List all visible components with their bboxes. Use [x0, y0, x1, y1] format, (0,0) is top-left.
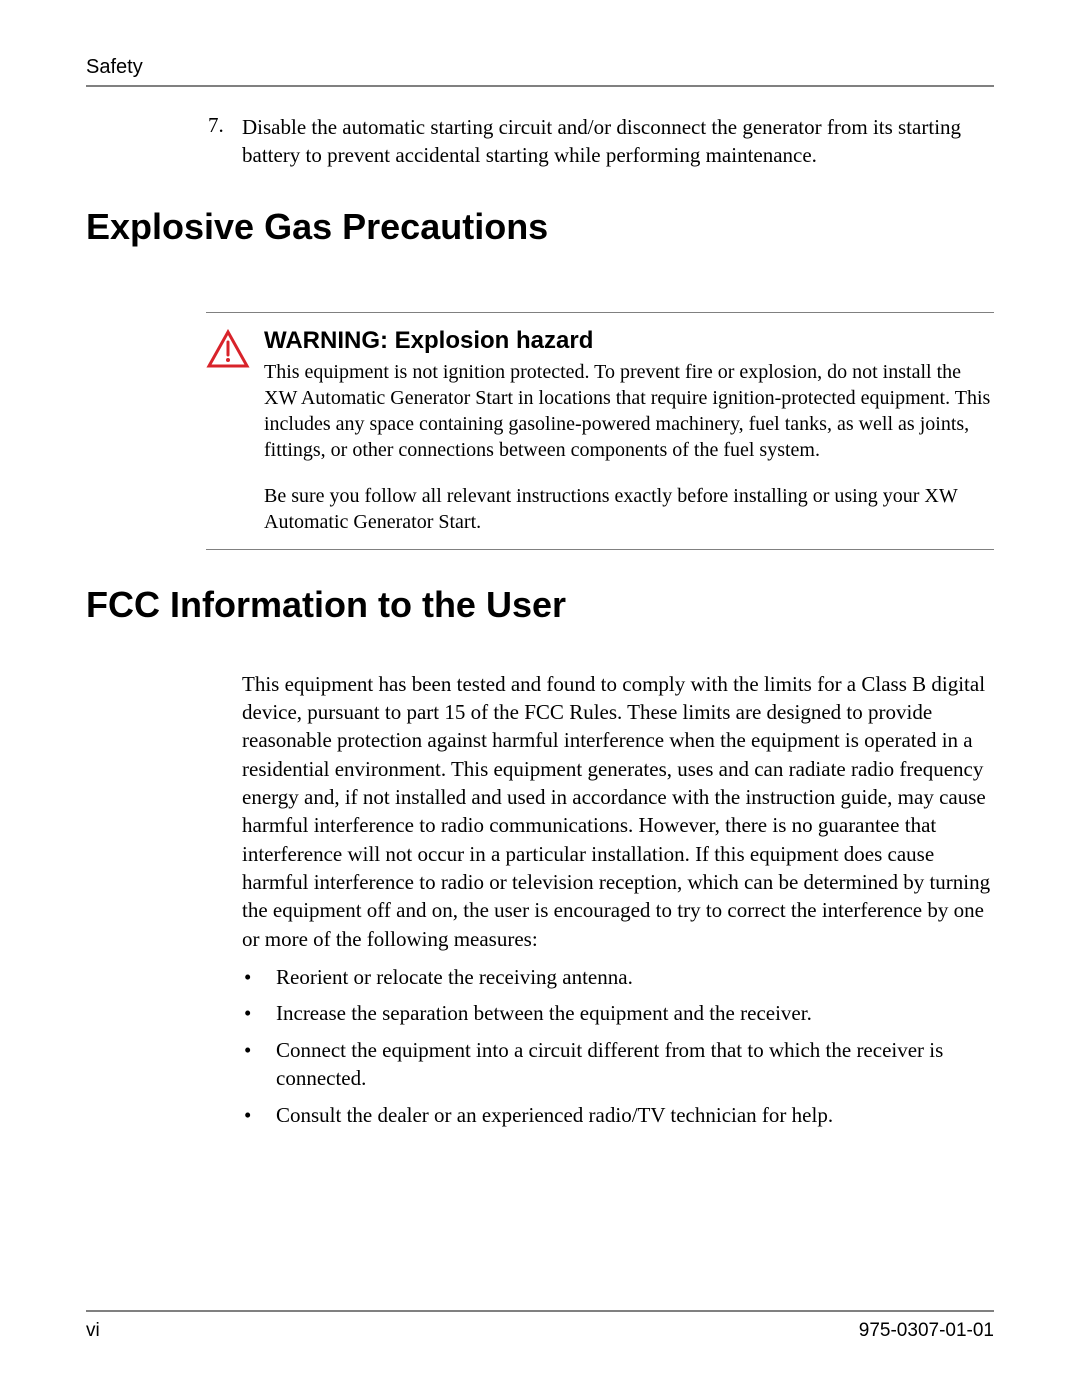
- list-item: Reorient or relocate the receiving anten…: [242, 963, 994, 991]
- fcc-bullet-list: Reorient or relocate the receiving anten…: [242, 963, 994, 1129]
- document-number: 975-0307-01-01: [859, 1320, 994, 1342]
- section-heading-fcc: FCC Information to the User: [86, 584, 994, 626]
- list-item: Connect the equipment into a circuit dif…: [242, 1036, 994, 1093]
- warning-triangle-icon: [206, 356, 250, 373]
- warning-paragraph-1: This equipment is not ignition protected…: [264, 359, 994, 463]
- footer-rule: [86, 1310, 994, 1312]
- numbered-list-item-7: 7. Disable the automatic starting circui…: [242, 113, 994, 170]
- page-footer: vi 975-0307-01-01: [86, 1310, 994, 1342]
- fcc-body: This equipment has been tested and found…: [242, 670, 994, 1129]
- warning-paragraph-2: Be sure you follow all relevant instruct…: [264, 483, 994, 535]
- header-rule: [86, 85, 994, 87]
- page-number: vi: [86, 1320, 100, 1342]
- list-item: Consult the dealer or an experienced rad…: [242, 1101, 994, 1129]
- list-text: Disable the automatic starting circuit a…: [242, 113, 994, 170]
- fcc-paragraph: This equipment has been tested and found…: [242, 670, 994, 953]
- warning-callout: WARNING: Explosion hazard This equipment…: [206, 312, 994, 550]
- warning-title: WARNING: Explosion hazard: [264, 327, 994, 355]
- list-number: 7.: [208, 113, 224, 138]
- list-item: Increase the separation between the equi…: [242, 999, 994, 1027]
- section-heading-explosive-gas: Explosive Gas Precautions: [86, 206, 994, 248]
- running-header: Safety: [86, 56, 994, 79]
